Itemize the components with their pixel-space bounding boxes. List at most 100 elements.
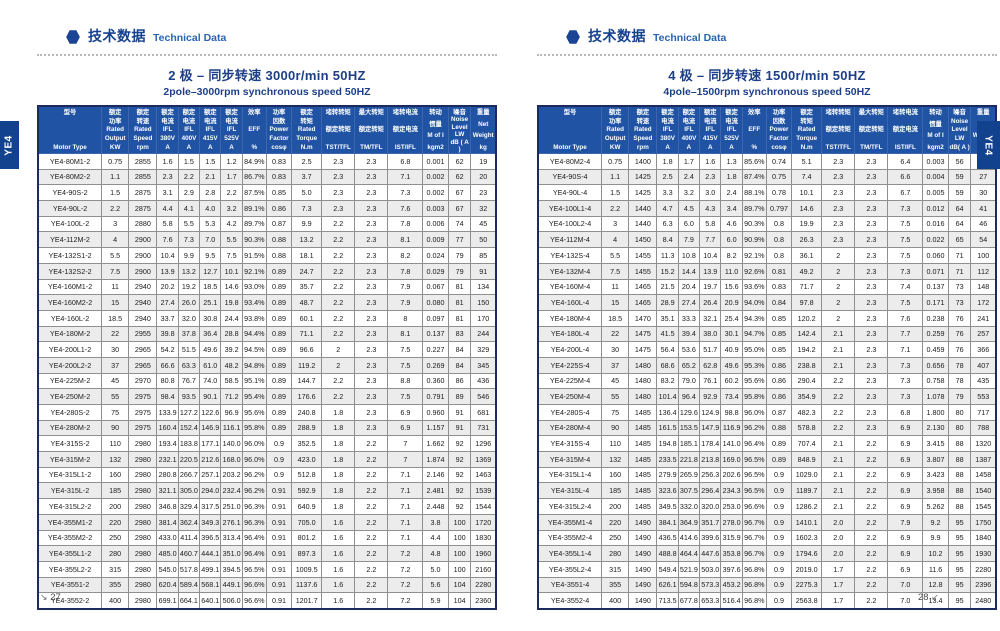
data-cell: 2.3: [821, 200, 856, 217]
column-header: 噪音 Noise Level LW dB ( A ): [447, 105, 472, 154]
data-cell: 7.5: [387, 341, 424, 358]
data-cell: 28.9: [656, 294, 679, 311]
data-cell: 58.5: [220, 372, 243, 390]
data-cell: 0.89: [265, 341, 293, 358]
data-cell: 0.88: [265, 247, 293, 264]
data-cell: 1296: [470, 435, 497, 453]
data-cell: 19: [470, 153, 497, 170]
series-side-tab-label: YE4: [983, 134, 994, 156]
data-cell: 202.6: [720, 466, 743, 484]
data-cell: 1475: [628, 325, 658, 343]
data-cell: 96.6%: [241, 576, 267, 594]
data-cell: 592.9: [291, 482, 323, 500]
data-cell: 96.2%: [741, 419, 767, 437]
data-cell: 96.5%: [741, 451, 767, 468]
data-cell: 10.1: [791, 184, 823, 202]
motor-type-cell: YE4-355L1-2: [37, 545, 103, 562]
data-cell: 447.6: [699, 545, 722, 562]
data-cell: 26.3: [791, 231, 823, 249]
data-cell: 160: [101, 466, 130, 484]
data-cell: 1440: [628, 215, 658, 233]
data-cell: 1425: [628, 184, 658, 202]
data-cell: 250: [601, 529, 630, 547]
data-cell: 280.8: [156, 466, 179, 484]
data-cell: 18.5: [601, 309, 630, 327]
data-cell: 136.4: [656, 404, 679, 421]
data-cell: 0.009: [422, 231, 449, 249]
motor-type-cell: YE4-180L-4: [537, 325, 603, 343]
data-cell: 5.8: [156, 215, 179, 233]
data-cell: 5.3: [199, 215, 222, 233]
data-cell: 80.8: [156, 372, 179, 390]
data-cell: 28.8: [220, 325, 243, 343]
data-cell: 1.6: [321, 560, 356, 578]
data-cell: 2480: [970, 592, 997, 610]
data-cell: 4.6: [720, 215, 743, 233]
motor-type-cell: YE4-180M-2: [37, 325, 103, 343]
data-cell: 3.958: [922, 482, 949, 500]
motor-type-cell: YE4-132S-4: [537, 247, 603, 264]
data-cell: 7.5: [601, 262, 630, 280]
data-cell: 63.3: [177, 356, 201, 374]
data-cell: 352.5: [291, 435, 323, 453]
data-cell: 22: [101, 325, 130, 343]
motor-type-cell: YE4-132S2-2: [37, 262, 103, 280]
data-cell: 2.2: [354, 498, 389, 515]
data-cell: 294.0: [199, 482, 222, 500]
data-cell: 185: [601, 482, 630, 500]
data-cell: 2.5: [291, 153, 323, 170]
motor-type-cell: YE4-355M1-2: [37, 513, 103, 531]
data-cell: 1465: [628, 294, 658, 311]
data-cell: 7.9: [387, 294, 424, 311]
data-cell: 65.2: [677, 356, 701, 374]
data-cell: 30: [101, 341, 130, 358]
motor-type-cell: YE4-250M-2: [37, 388, 103, 405]
data-cell: 95: [947, 576, 972, 594]
data-cell: 132: [601, 451, 630, 468]
column-header: 额定 电流 IFL 380V A: [156, 105, 179, 154]
data-cell: 2970: [128, 372, 158, 390]
data-cell: 1544: [470, 498, 497, 515]
table-header-row: 型号 Motor Type 额定 功率 Rated Output KW 额定 转速 Rated Sp…: [37, 105, 497, 154]
data-cell: 2.1: [821, 451, 856, 468]
data-cell: 2.3: [821, 153, 856, 170]
data-cell: 89: [447, 388, 472, 405]
data-cell: 0.022: [922, 231, 949, 249]
data-cell: 8.8: [387, 372, 424, 390]
data-cell: 713.5: [656, 592, 679, 610]
data-cell: 2875: [128, 184, 158, 202]
table-row: YE4-280S-4 75 1485 136.4 129.6 124.9 98.8 96.0%…: [537, 404, 997, 421]
data-cell: 21.5: [656, 278, 679, 296]
data-cell: 1320: [970, 435, 997, 453]
motor-type-cell: YE4-315L1-4: [537, 466, 603, 484]
data-cell: 2900: [128, 231, 158, 249]
data-cell: 15.2: [656, 262, 679, 280]
table-row: YE4-315L1-2 160 2980 280.8 266.7 257.1 203.2 96…: [37, 466, 497, 484]
data-cell: 0.259: [922, 325, 949, 343]
data-cell: 60.1: [291, 309, 323, 327]
data-cell: 100: [447, 529, 472, 547]
data-cell: 1485: [628, 482, 658, 500]
motor-type-cell: YE4-180M-4: [537, 309, 603, 327]
data-cell: 2940: [128, 278, 158, 296]
data-cell: 1930: [970, 545, 997, 562]
data-cell: 2.3: [354, 388, 389, 405]
table-row: YE4-180L-4 22 1475 41.5 39.4 38.0 30.1 94.7% 0.8…: [537, 325, 997, 343]
data-cell: 90.1: [199, 388, 222, 405]
data-cell: 321.1: [156, 482, 179, 500]
data-cell: 0.75: [765, 168, 793, 186]
data-cell: 2.3: [354, 294, 389, 311]
data-cell: 110: [601, 435, 630, 453]
data-cell: 11: [101, 278, 130, 296]
data-cell: 89.7%: [741, 200, 767, 217]
table-row: YE4-90L-4 1.5 1425 3.3 3.2 3.0 2.4 88.1% 0.78 10.…: [537, 184, 997, 202]
data-cell: 2.3: [354, 309, 389, 327]
data-cell: 1.6: [321, 529, 356, 547]
table-row: YE4-100L2-4 3 1440 6.3 6.0 5.8 4.6 90.3% 0.8 19.9…: [537, 215, 997, 233]
data-cell: 1485: [628, 451, 658, 468]
data-cell: 0.86: [765, 356, 793, 374]
data-cell: 2.3: [354, 419, 389, 437]
technical-data-table-2pole: 型号 Motor Type 额定 功率 Rated Output KW 额定 转速 Rated Sp…: [37, 105, 497, 610]
data-cell: 2.3: [354, 247, 389, 264]
